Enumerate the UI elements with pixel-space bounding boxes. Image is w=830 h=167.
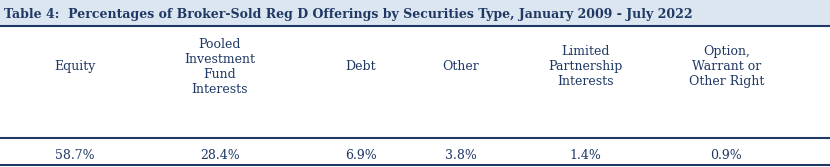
Text: Equity: Equity — [54, 60, 95, 73]
Text: 28.4%: 28.4% — [200, 149, 240, 162]
Text: 58.7%: 58.7% — [55, 149, 95, 162]
Text: 0.9%: 0.9% — [710, 149, 742, 162]
Text: 3.8%: 3.8% — [445, 149, 476, 162]
Text: Other: Other — [442, 60, 479, 73]
Text: 1.4%: 1.4% — [569, 149, 601, 162]
FancyBboxPatch shape — [0, 0, 830, 26]
Text: 6.9%: 6.9% — [345, 149, 377, 162]
Text: Pooled
Investment
Fund
Interests: Pooled Investment Fund Interests — [184, 38, 256, 96]
Text: Debt: Debt — [346, 60, 376, 73]
Text: Limited
Partnership
Interests: Limited Partnership Interests — [548, 45, 622, 88]
Text: Option,
Warrant or
Other Right: Option, Warrant or Other Right — [689, 45, 764, 88]
Text: Table 4:  Percentages of Broker-Sold Reg D Offerings by Securities Type, January: Table 4: Percentages of Broker-Sold Reg … — [4, 8, 693, 21]
